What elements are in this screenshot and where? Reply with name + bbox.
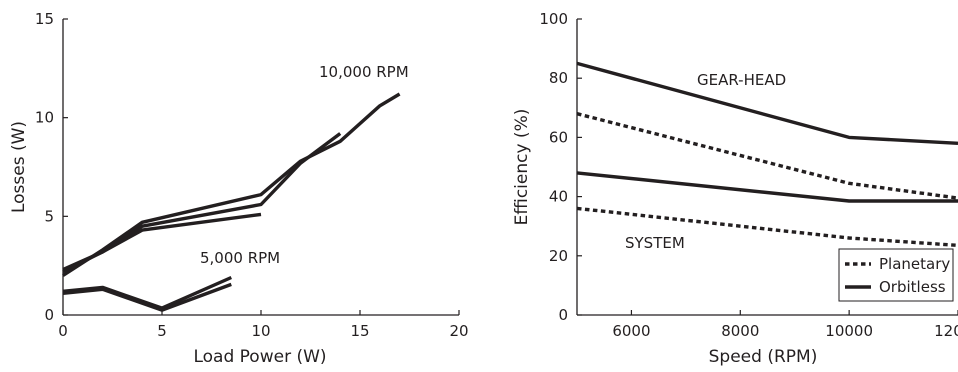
x-tick-label: 8000 xyxy=(721,322,759,340)
x-tick-label: 12000 xyxy=(934,322,958,340)
y-tick-label: 10 xyxy=(35,109,54,127)
efficiency-annotations: GEAR-HEAD SYSTEM xyxy=(625,71,786,252)
efficiency-axes: 6000 8000 10000 12000 0 20 40 60 80 100 xyxy=(539,10,958,340)
x-tick-label: 0 xyxy=(58,322,68,340)
y-tick-label: 0 xyxy=(44,306,54,324)
y-tick-label: 100 xyxy=(539,10,568,28)
series-line-5-000-rpm-4 xyxy=(62,282,232,312)
annotation-system: SYSTEM xyxy=(625,234,685,252)
series-line-10-000-rpm-2 xyxy=(62,212,262,274)
y-tick-label: 5 xyxy=(44,207,54,225)
x-tick-label: 20 xyxy=(449,322,468,340)
x-tick-label: 10000 xyxy=(825,322,873,340)
series-line-gear-head-1 xyxy=(576,112,958,200)
x-tick-label: 5 xyxy=(157,322,167,340)
losses-x-axis-label: Load Power (W) xyxy=(193,347,326,367)
losses-axes: 0 5 10 15 20 0 5 10 15 xyxy=(35,10,469,340)
losses-series-layer xyxy=(62,92,401,312)
y-tick-label: 15 xyxy=(35,10,54,28)
legend-box xyxy=(838,248,954,302)
series-line-10-000-rpm-0 xyxy=(62,92,401,277)
efficiency-series-layer xyxy=(576,61,958,248)
series-line-gear-head-0 xyxy=(576,61,958,145)
series-line-system-3 xyxy=(576,206,958,248)
annotation-gear-head: GEAR-HEAD xyxy=(697,71,786,89)
series-line-system-2 xyxy=(576,171,958,203)
efficiency-legend: Planetary Orbitless xyxy=(838,248,954,302)
legend-label-orbitless: Orbitless xyxy=(879,278,946,296)
annotation-5000-rpm: 5,000 RPM xyxy=(200,249,280,267)
x-tick-label: 6000 xyxy=(612,322,650,340)
x-tick-label: 10 xyxy=(251,322,270,340)
efficiency-chart: GEAR-HEAD SYSTEM 6000 8000 10000 12000 0 20 40… xyxy=(512,10,958,367)
legend-label-planetary: Planetary xyxy=(879,255,950,273)
y-tick-label: 40 xyxy=(549,188,568,206)
losses-y-axis-label: Losses (W) xyxy=(9,121,29,213)
efficiency-x-axis-label: Speed (RPM) xyxy=(709,347,818,367)
y-tick-label: 0 xyxy=(558,306,568,324)
losses-chart: 10,000 RPM 5,000 RPM 0 5 10 15 20 0 5 10 15 Load… xyxy=(9,10,469,367)
efficiency-y-axis-label: Efficiency (%) xyxy=(512,109,532,226)
annotation-10000-rpm: 10,000 RPM xyxy=(319,63,409,81)
series-line-5-000-rpm-3 xyxy=(62,275,232,310)
y-tick-label: 20 xyxy=(549,247,568,265)
y-tick-label: 80 xyxy=(549,69,568,87)
x-tick-label: 15 xyxy=(350,322,369,340)
y-tick-label: 60 xyxy=(549,128,568,146)
losses-annotations: 10,000 RPM 5,000 RPM xyxy=(200,63,409,267)
